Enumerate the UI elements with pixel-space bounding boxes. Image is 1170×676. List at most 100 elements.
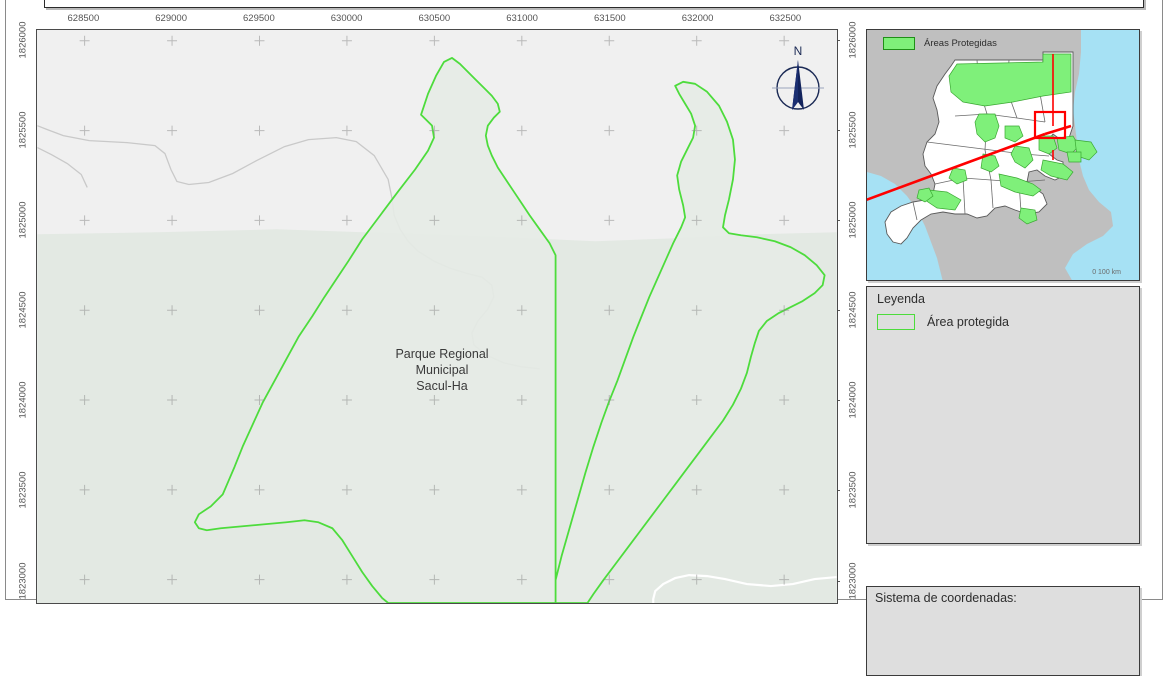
inset-scale-note: 0 100 km <box>1092 269 1121 276</box>
y-axis-tick-label: 1824500 <box>847 291 859 329</box>
x-axis-tick-label: 632500 <box>769 13 802 24</box>
x-axis-tick-label: 630500 <box>418 13 451 24</box>
graticule-cross <box>429 125 440 136</box>
inset-map-canvas: 0 100 km <box>867 30 1139 280</box>
graticule-cross <box>341 574 352 585</box>
x-axis: 628500 629000 629500 630000 630500 631000 6315… <box>36 13 838 34</box>
y-axis-left: 1826000 1825500 1825000 1824500 1824000 18235… <box>10 21 41 604</box>
graticule-cross <box>516 574 527 585</box>
graticule-cross <box>779 35 790 46</box>
graticule-cross <box>167 395 178 406</box>
graticule-cross <box>79 305 90 316</box>
graticule-cross <box>341 395 352 406</box>
graticule-cross <box>691 484 702 495</box>
graticule-cross <box>691 35 702 46</box>
graticule-cross <box>691 305 702 316</box>
inset-legend: Áreas Protegidas <box>883 37 997 50</box>
graticule-cross <box>604 484 615 495</box>
x-axis-tick-label: 628500 <box>67 13 100 24</box>
graticule-cross <box>779 395 790 406</box>
x-axis-tick-label: 631500 <box>594 13 626 24</box>
graticule-cross <box>604 125 615 136</box>
graticule-cross <box>691 125 702 136</box>
graticule-cross <box>429 484 440 495</box>
graticule-cross <box>429 35 440 46</box>
graticule-cross <box>341 215 352 226</box>
y-axis-tick-label: 1823000 <box>17 562 29 600</box>
graticule-cross <box>254 484 265 495</box>
y-axis-tick-label: 1826000 <box>847 21 859 59</box>
graticule-cross <box>691 395 702 406</box>
protected-area-swatch-icon <box>883 37 915 50</box>
graticule-cross <box>779 484 790 495</box>
graticule-cross <box>167 35 178 46</box>
graticule-cross <box>254 125 265 136</box>
info-panel-title: Sistema de coordenadas: <box>875 591 1017 605</box>
protected-area-polygon[interactable] <box>193 57 826 603</box>
graticule-cross <box>254 305 265 316</box>
graticule-cross <box>516 484 527 495</box>
graticule-cross <box>79 35 90 46</box>
graticule-cross <box>429 305 440 316</box>
graticule-cross <box>516 35 527 46</box>
inset-locator-map[interactable]: 0 100 km Áreas Protegidas <box>866 29 1140 281</box>
graticule-cross <box>604 395 615 406</box>
y-axis-tick-label: 1825000 <box>847 201 859 239</box>
legend-item-protected-area[interactable]: Área protegida <box>877 314 1009 330</box>
graticule-cross <box>779 305 790 316</box>
north-arrow: N <box>770 44 826 124</box>
graticule-cross <box>167 574 178 585</box>
feature-label-line-3: Sacul-Ha <box>416 379 468 393</box>
graticule-cross <box>79 125 90 136</box>
graticule-cross <box>341 484 352 495</box>
graticule-cross <box>604 215 615 226</box>
graticule-cross <box>779 215 790 226</box>
feature-label-line-1: Parque Regional <box>395 347 489 361</box>
y-axis-tick-label: 1825000 <box>17 201 29 239</box>
y-axis-tick-label: 1824000 <box>17 381 29 419</box>
x-axis-tick-label: 631000 <box>506 13 538 24</box>
graticule-cross <box>516 215 527 226</box>
graticule-cross <box>429 574 440 585</box>
y-axis-tick-label: 1826000 <box>17 21 29 59</box>
graticule-cross <box>691 574 702 585</box>
graticule-cross <box>79 574 90 585</box>
north-arrow-label: N <box>793 44 803 58</box>
graticule-cross <box>254 35 265 46</box>
graticule-cross <box>79 484 90 495</box>
compass-rose-icon <box>772 60 824 110</box>
main-map-frame[interactable]: Parque Regional Municipal Sacul-Ha <box>36 29 838 604</box>
graticule-cross <box>79 215 90 226</box>
graticule-cross <box>254 395 265 406</box>
y-axis-tick-label: 1823500 <box>17 471 29 509</box>
graticule-cross <box>516 125 527 136</box>
map-page: 628500 629000 629500 630000 630500 631000 6315… <box>5 0 1163 676</box>
graticule-cross <box>604 305 615 316</box>
graticule-cross <box>167 305 178 316</box>
graticule-cross <box>341 125 352 136</box>
graticule-cross <box>516 395 527 406</box>
graticule-cross <box>254 215 265 226</box>
x-axis-tick-label: 632000 <box>681 13 714 24</box>
graticule-cross <box>167 125 178 136</box>
inset-protected-areas <box>916 53 1098 225</box>
inset-locator-indicator <box>867 54 1072 201</box>
y-axis-tick-label: 1823000 <box>847 562 859 600</box>
graticule-cross <box>79 395 90 406</box>
legend-item-label: Área protegida <box>927 315 1010 329</box>
graticule-cross <box>341 35 352 46</box>
graticule-cross <box>691 215 702 226</box>
graticule-crosses <box>79 35 790 585</box>
y-axis-tick-label: 1825500 <box>17 111 29 149</box>
y-axis-tick-label: 1823500 <box>847 471 859 509</box>
legend-panel: Leyenda Área protegida <box>866 286 1140 544</box>
graticule-cross <box>779 574 790 585</box>
graticule-cross <box>341 305 352 316</box>
area-protegida-swatch-icon <box>877 314 915 330</box>
graticule-cross <box>604 574 615 585</box>
y-axis-right: 1826000 1825500 1825000 1824500 1824000 18235… <box>835 21 866 604</box>
y-axis-tick-label: 1825500 <box>847 111 859 149</box>
graticule-cross <box>167 215 178 226</box>
y-axis-tick-label: 1824500 <box>17 291 29 329</box>
y-axis-tick-label: 1824000 <box>847 381 859 419</box>
